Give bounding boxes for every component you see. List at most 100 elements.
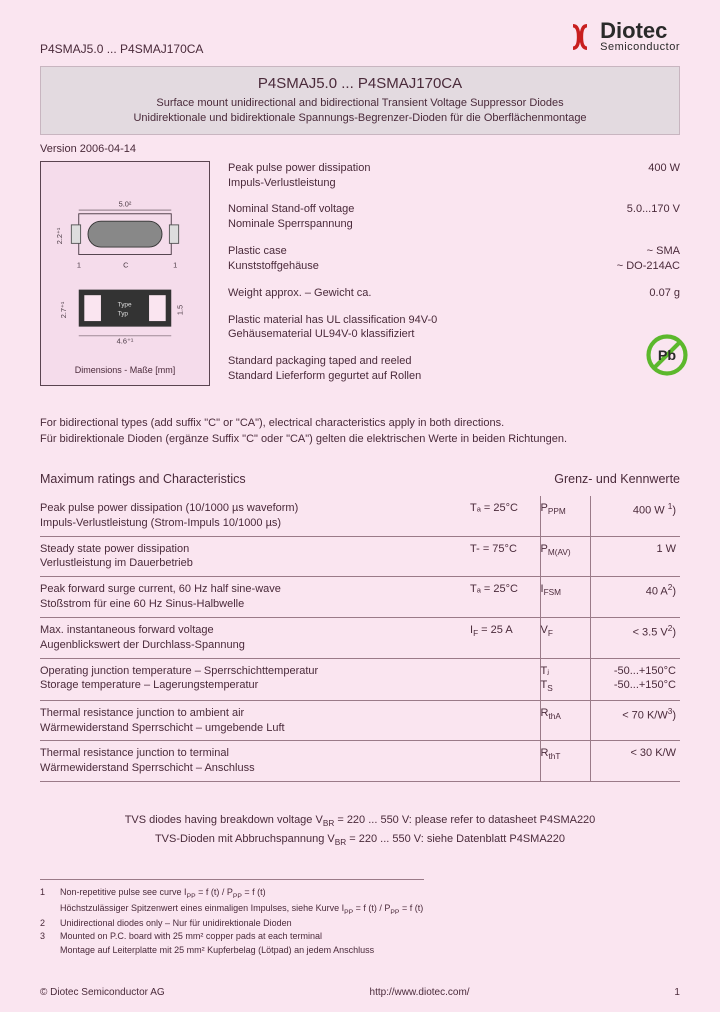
rating-symbol: VF <box>540 617 590 658</box>
note-en: For bidirectional types (add suffix "C" … <box>40 416 680 432</box>
rating-value: < 30 K/W <box>590 741 680 782</box>
pb-free-badge: Pb <box>646 334 688 376</box>
rating-condition: Tₐ = 25°C <box>470 496 540 536</box>
rating-label: Peak forward surge current, 60 Hz half s… <box>40 577 470 618</box>
table-row: Steady state power dissipationVerlustlei… <box>40 536 680 577</box>
footnote-num: 1 <box>40 886 50 917</box>
rating-value: 400 W 1) <box>590 496 680 536</box>
footnote-row: 3 Mounted on P.C. board with 25 mm² coppe… <box>40 930 424 956</box>
spec-label: Standard packaging taped and reeledStand… <box>228 354 421 384</box>
rating-condition <box>470 658 540 700</box>
spec-label: Plastic caseKunststoffgehäuse <box>228 244 319 274</box>
tvs-note-de: TVS-Dioden mit Abbruchspannung VBR = 220… <box>40 831 680 850</box>
footer-url: http://www.diotec.com/ <box>370 987 470 998</box>
footer: © Diotec Semiconductor AG http://www.dio… <box>40 987 680 998</box>
ratings-heading: Maximum ratings and Characteristics Gren… <box>40 472 680 486</box>
rating-symbol: PPPM <box>540 496 590 536</box>
package-drawing-box: 5.0² 2.2⁺¹ 1 C 1 Type Typ 4.6⁺¹ 2.7⁺¹ 1.… <box>40 161 210 386</box>
footnote-text: Unidirectional diodes only – Nur für uni… <box>60 917 292 930</box>
title-sub-en: Surface mount unidirectional and bidirec… <box>51 96 669 111</box>
svg-text:1: 1 <box>77 260 81 269</box>
spec-value: 400 W <box>648 161 680 191</box>
spec-label: Peak pulse power dissipationImpuls-Verlu… <box>228 161 370 191</box>
logo-text-main: Diotec <box>600 20 680 42</box>
spec-label: Nominal Stand-off voltageNominale Sperrs… <box>228 202 354 232</box>
svg-text:2.2⁺¹: 2.2⁺¹ <box>55 227 64 244</box>
rating-label: Steady state power dissipationVerlustlei… <box>40 536 470 577</box>
table-row: Max. instantaneous forward voltageAugenb… <box>40 617 680 658</box>
rating-label: Thermal resistance junction to terminalW… <box>40 741 470 782</box>
table-row: Operating junction temperature – Sperrsc… <box>40 658 680 700</box>
svg-text:Type: Type <box>118 301 132 308</box>
rating-value: 40 A2) <box>590 577 680 618</box>
rating-label: Max. instantaneous forward voltageAugenb… <box>40 617 470 658</box>
svg-text:1: 1 <box>173 260 177 269</box>
package-caption: Dimensions - Maße [mm] <box>75 365 176 375</box>
rating-symbol: IFSM <box>540 577 590 618</box>
spec-label: Weight approx. – Gewicht ca. <box>228 286 371 301</box>
svg-text:5.0²: 5.0² <box>119 199 132 208</box>
svg-text:C: C <box>123 260 129 269</box>
rating-condition: Tₐ = 25°C <box>470 577 540 618</box>
footnote-row: 1Non-repetitive pulse see curve IPP = f … <box>40 886 424 917</box>
title-sub-de: Unidirektionale und bidirektionale Spann… <box>51 111 669 126</box>
rating-symbol: TⱼTS <box>540 658 590 700</box>
spec-row: Plastic material has UL classification 9… <box>228 313 680 343</box>
ratings-table: Peak pulse power dissipation (10/1000 µs… <box>40 496 680 782</box>
footnote-num: 2 <box>40 917 50 930</box>
svg-text:2.7⁺¹: 2.7⁺¹ <box>59 301 68 318</box>
tvs-note-en: TVS diodes having breakdown voltage VBR … <box>40 812 680 831</box>
table-row: Peak forward surge current, 60 Hz half s… <box>40 577 680 618</box>
footnote-num: 3 <box>40 930 50 956</box>
footer-page: 1 <box>674 987 680 998</box>
spec-row: Nominal Stand-off voltageNominale Sperrs… <box>228 202 680 232</box>
rating-value: < 3.5 V2) <box>590 617 680 658</box>
rating-value: -50...+150°C-50...+150°C <box>590 658 680 700</box>
top-section: 5.0² 2.2⁺¹ 1 C 1 Type Typ 4.6⁺¹ 2.7⁺¹ 1.… <box>40 161 680 396</box>
specs-block: Peak pulse power dissipationImpuls-Verlu… <box>228 161 680 396</box>
ratings-head-right: Grenz- und Kennwerte <box>554 472 680 486</box>
footnote-row: 2 Unidirectional diodes only – Nur für un… <box>40 917 424 930</box>
title-box: P4SMAJ5.0 ... P4SMAJ170CA Surface mount … <box>40 66 680 135</box>
title-main: P4SMAJ5.0 ... P4SMAJ170CA <box>51 75 669 92</box>
spec-row: Weight approx. – Gewicht ca. 0.07 g <box>228 286 680 301</box>
footer-copyright: © Diotec Semiconductor AG <box>40 987 165 998</box>
rating-symbol: PM(AV) <box>540 536 590 577</box>
bidirectional-note: For bidirectional types (add suffix "C" … <box>40 416 680 448</box>
version: Version 2006-04-14 <box>40 143 680 155</box>
header: P4SMAJ5.0 ... P4SMAJ170CA Diotec Semicon… <box>40 20 680 56</box>
spec-value: 5.0...170 V <box>627 202 680 232</box>
tvs-note: TVS diodes having breakdown voltage VBR … <box>40 812 680 849</box>
rating-label: Peak pulse power dissipation (10/1000 µs… <box>40 496 470 536</box>
rating-condition <box>470 700 540 741</box>
svg-text:1.5: 1.5 <box>175 305 184 315</box>
ratings-head-left: Maximum ratings and Characteristics <box>40 472 246 486</box>
package-drawing: 5.0² 2.2⁺¹ 1 C 1 Type Typ 4.6⁺¹ 2.7⁺¹ 1.… <box>51 172 199 361</box>
header-model-range: P4SMAJ5.0 ... P4SMAJ170CA <box>40 20 203 56</box>
rating-symbol: RthT <box>540 741 590 782</box>
spec-value: 0.07 g <box>649 286 680 301</box>
rating-symbol: RthA <box>540 700 590 741</box>
spec-row: Plastic caseKunststoffgehäuse ~ SMA ~ DO-… <box>228 244 680 274</box>
svg-text:4.6⁺¹: 4.6⁺¹ <box>117 336 134 345</box>
spec-label: Plastic material has UL classification 9… <box>228 313 437 343</box>
table-row: Thermal resistance junction to terminalW… <box>40 741 680 782</box>
svg-text:Pb: Pb <box>658 348 677 364</box>
note-de: Für bidirektionale Dioden (ergänze Suffi… <box>40 432 680 448</box>
spec-value: ~ SMA ~ DO-214AC <box>617 244 680 274</box>
table-row: Peak pulse power dissipation (10/1000 µs… <box>40 496 680 536</box>
logo-text-sub: Semiconductor <box>600 42 680 53</box>
spec-row: Peak pulse power dissipationImpuls-Verlu… <box>228 161 680 191</box>
footnotes: 1Non-repetitive pulse see curve IPP = f … <box>40 879 424 956</box>
rating-condition: IF = 25 A <box>470 617 540 658</box>
logo: Diotec Semiconductor <box>566 20 680 53</box>
rating-value: < 70 K/W3) <box>590 700 680 741</box>
footnote-text: Mounted on P.C. board with 25 mm² copper… <box>60 930 374 956</box>
table-row: Thermal resistance junction to ambient a… <box>40 700 680 741</box>
svg-text:Typ: Typ <box>118 310 129 317</box>
diotec-logo-icon <box>566 23 594 51</box>
spec-row: Standard packaging taped and reeledStand… <box>228 354 680 384</box>
rating-condition <box>470 741 540 782</box>
rating-value: 1 W <box>590 536 680 577</box>
rating-condition: T- = 75°C <box>470 536 540 577</box>
